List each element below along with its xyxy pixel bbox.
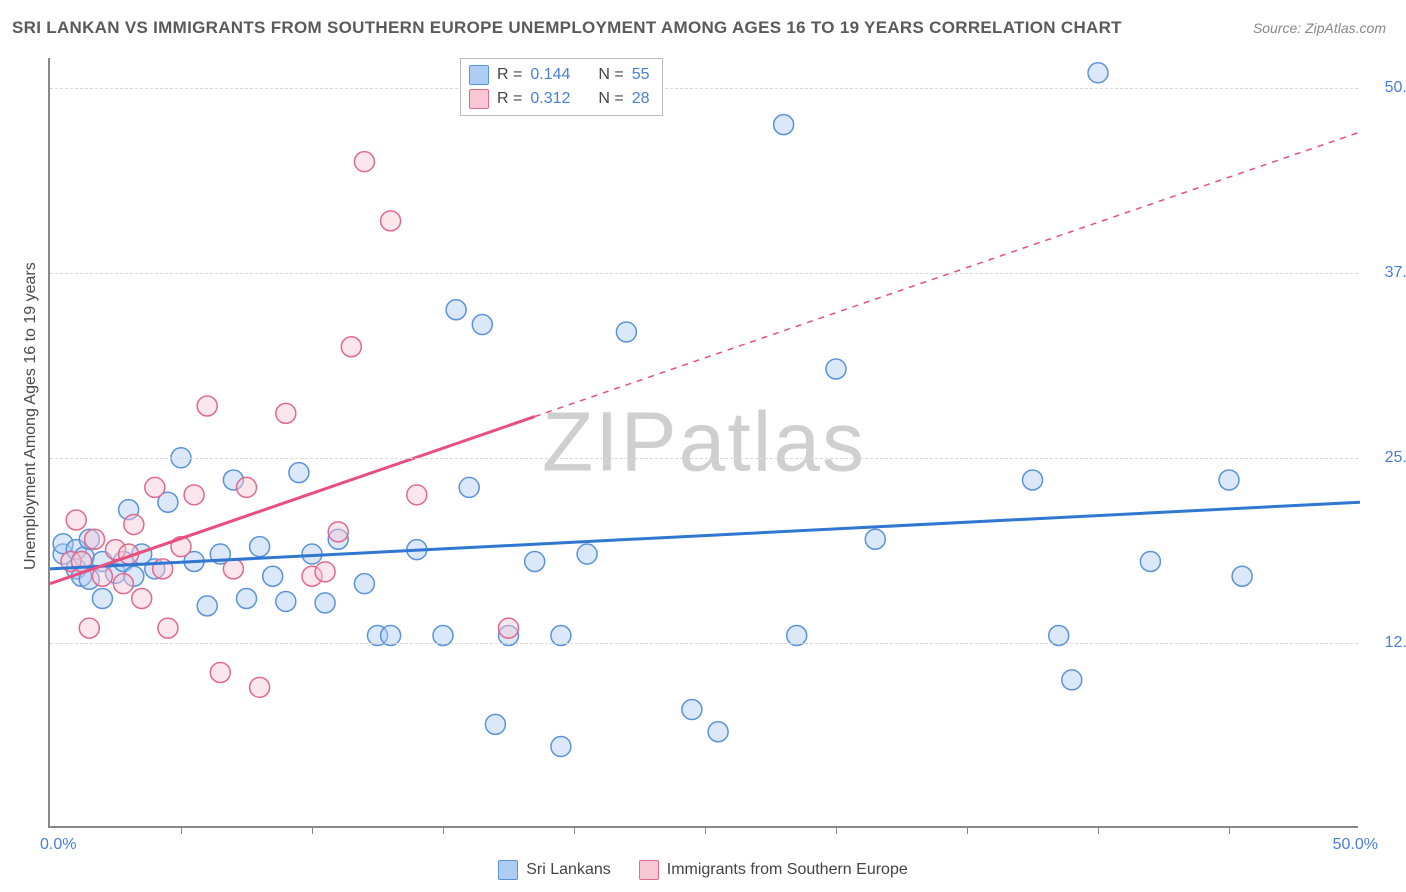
- legend-n-label: N =: [598, 90, 623, 108]
- legend-r-value: 0.144: [530, 66, 570, 84]
- correlation-legend: R = 0.144 N = 55 R = 0.312 N = 28: [460, 58, 663, 116]
- source-label: Source: ZipAtlas.com: [1253, 20, 1386, 36]
- legend-swatch-pink: [639, 860, 659, 880]
- legend-swatch-pink: [469, 89, 489, 109]
- legend-swatch-blue: [498, 860, 518, 880]
- legend-swatch-blue: [469, 65, 489, 85]
- y-tick-label: 50.0%: [1385, 79, 1406, 97]
- x-axis-start-label: 0.0%: [40, 836, 76, 854]
- legend-n-label: N =: [598, 66, 623, 84]
- legend-r-label: R =: [497, 90, 522, 108]
- bottom-legend-item: Sri Lankans: [498, 860, 611, 880]
- bottom-legend: Sri Lankans Immigrants from Southern Eur…: [0, 860, 1406, 880]
- chart-title: SRI LANKAN VS IMMIGRANTS FROM SOUTHERN E…: [12, 18, 1122, 38]
- legend-row: R = 0.312 N = 28: [469, 87, 650, 111]
- bottom-legend-item: Immigrants from Southern Europe: [639, 860, 908, 880]
- legend-r-value: 0.312: [530, 90, 570, 108]
- bottom-legend-label: Sri Lankans: [526, 861, 611, 879]
- legend-n-value: 55: [632, 66, 650, 84]
- legend-row: R = 0.144 N = 55: [469, 63, 650, 87]
- plot-area: ZIPatlas 0.0% 50.0% 12.5%25.0%37.5%50.0%: [48, 58, 1358, 828]
- bottom-legend-label: Immigrants from Southern Europe: [667, 861, 908, 879]
- x-axis-end-label: 50.0%: [1333, 836, 1378, 854]
- y-axis-label: Unemployment Among Ages 16 to 19 years: [22, 262, 40, 570]
- y-tick-label: 37.5%: [1385, 264, 1406, 282]
- y-tick-label: 25.0%: [1385, 449, 1406, 467]
- legend-n-value: 28: [632, 90, 650, 108]
- plot-svg: [50, 58, 1358, 826]
- legend-r-label: R =: [497, 66, 522, 84]
- y-tick-label: 12.5%: [1385, 634, 1406, 652]
